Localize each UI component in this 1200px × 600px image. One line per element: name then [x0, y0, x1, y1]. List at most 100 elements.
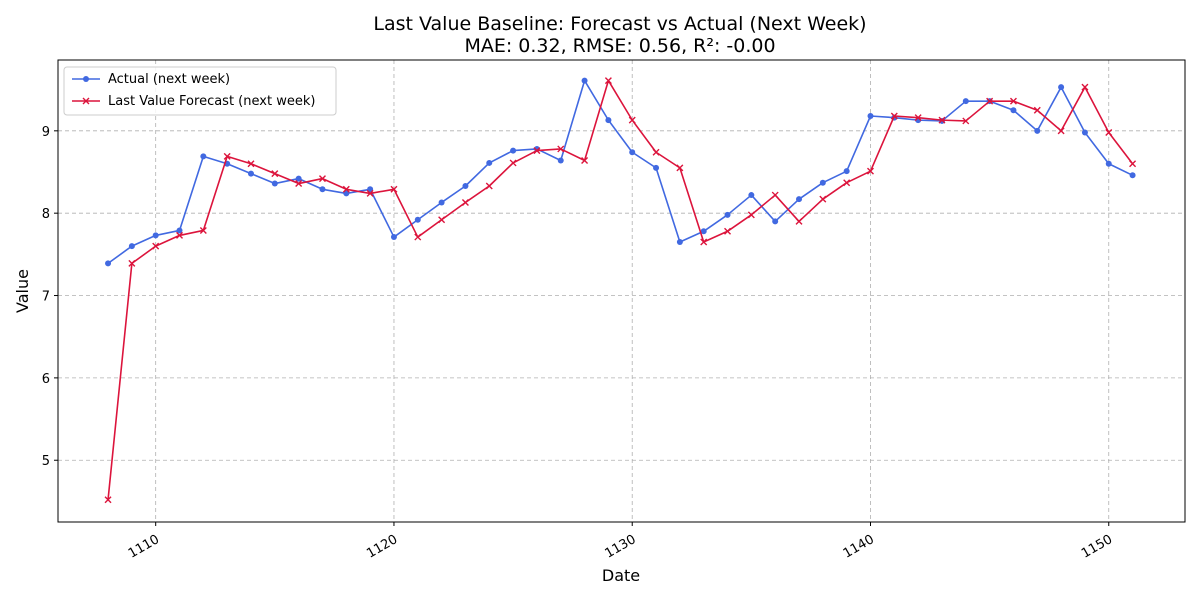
legend-label-forecast: Last Value Forecast (next week) — [108, 94, 315, 109]
forecast-point — [795, 217, 803, 225]
x-tick-label: 1140 — [841, 532, 877, 562]
series-line-0 — [107, 79, 1133, 265]
actual-point — [724, 211, 731, 218]
forecast-point — [819, 195, 827, 203]
forecast-point — [176, 231, 184, 239]
forecast-point — [866, 167, 874, 175]
actual-point — [819, 179, 826, 186]
forecast-point — [747, 211, 755, 219]
actual-point — [271, 180, 278, 187]
forecast-point — [771, 191, 779, 199]
actual-point — [438, 199, 445, 206]
actual-point — [676, 239, 683, 245]
forecast-point — [199, 226, 207, 234]
forecast-point — [295, 180, 303, 188]
actual-point — [152, 232, 159, 239]
actual-point — [319, 186, 326, 193]
actual-point — [1058, 84, 1065, 91]
series-layer — [104, 77, 1137, 504]
actual-point — [581, 77, 588, 84]
actual-point — [605, 117, 612, 124]
chart-subtitle: MAE: 0.32, RMSE: 0.56, R²: -0.00 — [464, 35, 775, 57]
series-line-1 — [107, 79, 1134, 500]
actual-point — [1010, 107, 1017, 114]
y-tick-label: 7 — [42, 290, 50, 305]
forecast-point — [318, 175, 326, 183]
forecast-point — [724, 227, 732, 235]
ticks: 5 6 7 8 9 1110 1120 1130 1140 1150 — [42, 125, 1115, 562]
actual-point — [367, 186, 374, 193]
actual-point — [796, 196, 803, 203]
legend-marker-forecast — [82, 97, 90, 105]
forecast-point — [533, 147, 541, 155]
forecast-point — [652, 148, 660, 156]
actual-point — [486, 159, 493, 166]
forecast-point — [390, 185, 398, 193]
forecast-point — [604, 77, 612, 85]
forecast-point — [152, 242, 160, 250]
forecast-point — [271, 170, 279, 178]
legend-label-actual: Actual (next week) — [108, 72, 230, 87]
forecast-point — [962, 117, 970, 125]
actual-point — [867, 113, 874, 119]
actual-point — [343, 190, 350, 197]
forecast-point — [1009, 97, 1017, 105]
forecast-point — [342, 185, 350, 193]
forecast-point — [366, 189, 374, 197]
actual-point — [105, 260, 112, 267]
actual-point — [200, 153, 207, 160]
actual-point — [295, 175, 302, 182]
forecast-point — [414, 233, 422, 241]
actual-point — [128, 243, 135, 250]
legend-marker-actual — [83, 76, 89, 82]
actual-point — [247, 170, 254, 177]
actual-point — [1105, 160, 1112, 167]
forecast-point — [1033, 106, 1041, 114]
forecast-point — [628, 116, 636, 124]
chart-title: Last Value Baseline: Forecast vs Actual … — [373, 13, 866, 35]
forecast-point — [843, 179, 851, 187]
y-tick-label: 6 — [42, 372, 50, 387]
forecast-point — [914, 114, 922, 122]
actual-point — [629, 149, 636, 156]
forecast-point — [557, 145, 565, 153]
actual-point — [510, 147, 517, 154]
legend-frame — [63, 66, 337, 116]
y-axis-label: Value — [13, 269, 32, 313]
legend: Actual (next week) Last Value Forecast (… — [63, 66, 337, 116]
forecast-point — [986, 97, 994, 105]
actual-point — [462, 183, 469, 189]
actual-point — [772, 218, 779, 225]
forecast-point — [247, 160, 255, 168]
actual-point — [700, 228, 707, 235]
forecast-point — [676, 164, 684, 172]
y-tick-label: 9 — [42, 125, 50, 140]
y-tick-label: 8 — [42, 207, 50, 222]
forecast-point — [104, 496, 112, 504]
forecast-point — [890, 112, 898, 120]
forecast-point — [581, 156, 589, 164]
forecast-point — [223, 152, 231, 160]
x-axis-label: Date — [602, 566, 640, 585]
x-tick-label: 1120 — [364, 532, 400, 562]
actual-point — [414, 216, 421, 223]
x-tick-label: 1150 — [1079, 532, 1115, 562]
plot-frame — [57, 59, 1186, 523]
actual-point — [1034, 127, 1041, 134]
actual-point — [176, 227, 183, 234]
x-tick-label: 1130 — [602, 532, 638, 562]
actual-point — [962, 98, 969, 105]
forecast-point — [509, 159, 517, 167]
forecast-point — [1105, 128, 1113, 136]
x-tick-label: 1110 — [126, 532, 162, 562]
forecast-point — [938, 116, 946, 124]
forecast-point — [700, 238, 708, 246]
actual-point — [390, 234, 397, 241]
actual-point — [1129, 172, 1136, 179]
actual-point — [843, 168, 850, 175]
forecast-point — [1081, 83, 1089, 91]
actual-point — [1081, 129, 1088, 136]
actual-point — [653, 164, 660, 171]
actual-point — [748, 192, 755, 199]
